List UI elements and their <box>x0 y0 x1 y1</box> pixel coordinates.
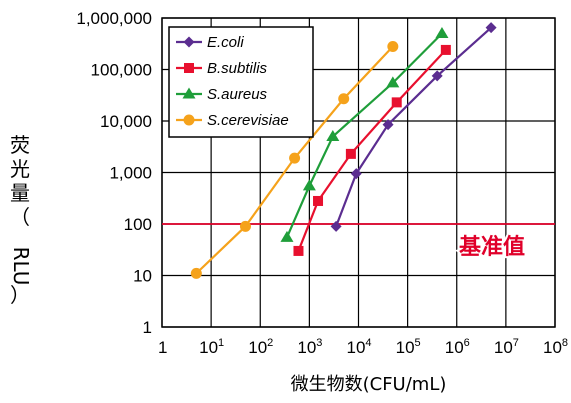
data-point <box>183 114 195 126</box>
y-axis-label-part: （ <box>10 205 30 229</box>
legend-label: S.cerevisiae <box>207 112 289 129</box>
data-point <box>239 220 251 232</box>
data-point <box>289 152 301 164</box>
x-tick-labels: 1 101 102 103 104 105 106 107 108 <box>158 337 568 357</box>
data-point <box>313 195 324 206</box>
x-tick-label: 102 <box>248 337 273 357</box>
legend-label: E.coli <box>207 34 244 51</box>
data-point <box>338 93 350 105</box>
y-tick-labels: 1 10 100 1,000 10,000 100,000 1,000,000 <box>76 9 152 337</box>
legend-label: B.subtilis <box>207 60 268 77</box>
y-tick-label: 1 <box>143 318 152 337</box>
data-point <box>391 97 402 108</box>
x-tick-label: 108 <box>543 337 568 357</box>
series-b-subtilis <box>293 44 451 256</box>
y-tick-label: 100,000 <box>91 61 152 80</box>
data-point <box>190 267 202 279</box>
data-point <box>330 220 342 232</box>
data-point <box>302 179 316 191</box>
y-axis-label-part: RLU <box>9 247 33 286</box>
legend-item: E.coli <box>176 34 244 51</box>
data-point <box>350 168 362 180</box>
x-tick-label: 105 <box>396 337 421 357</box>
y-axis-label-part: 量 <box>10 181 30 205</box>
data-point <box>326 130 340 142</box>
data-point <box>280 230 294 242</box>
y-axis-label-part: ） <box>10 283 30 307</box>
series-line <box>335 26 492 227</box>
legend-item: S.cerevisiae <box>176 112 289 129</box>
y-axis-label-part: 荧 <box>10 133 30 157</box>
x-tick-label: 101 <box>199 337 224 357</box>
data-point <box>440 44 451 55</box>
y-tick-label: 1,000 <box>109 164 152 183</box>
plot-frame <box>161 17 556 328</box>
data-point <box>386 76 400 88</box>
data-point <box>184 63 194 73</box>
y-tick-label: 1,000,000 <box>76 9 152 28</box>
legend-item: B.subtilis <box>176 60 268 77</box>
legend: E.coli B.subtilis S.aureus S.cerevisiae <box>168 26 314 138</box>
data-point <box>293 245 304 256</box>
y-axis-label: 荧光量（ RLU） <box>9 133 33 307</box>
x-tick-label: 1 <box>158 338 167 357</box>
data-point <box>345 148 356 159</box>
y-tick-label: 10 <box>133 267 152 286</box>
data-point <box>431 70 443 82</box>
series-layer <box>190 22 497 279</box>
series-s-aureus <box>280 27 449 242</box>
x-tick-label: 106 <box>445 337 470 357</box>
y-axis-label-part: 光 <box>10 157 30 181</box>
data-point <box>182 87 196 99</box>
x-tick-label: 103 <box>297 337 322 357</box>
data-point <box>485 22 497 34</box>
data-point <box>382 119 394 131</box>
data-point <box>183 36 195 48</box>
y-tick-label: 10,000 <box>100 112 152 131</box>
series-e-coli <box>330 22 497 232</box>
series-s-cerevisiae <box>190 40 399 279</box>
x-tick-label: 107 <box>494 337 519 357</box>
data-point <box>387 40 399 52</box>
legend-label: S.aureus <box>207 86 268 103</box>
x-axis-label: 微生物数(CFU/mL) <box>291 374 447 395</box>
data-point <box>435 27 449 39</box>
reference-line-label: 基准值 <box>459 234 525 260</box>
y-tick-label: 100 <box>124 215 152 234</box>
x-tick-label: 104 <box>347 337 372 357</box>
legend-item: S.aureus <box>176 86 268 103</box>
